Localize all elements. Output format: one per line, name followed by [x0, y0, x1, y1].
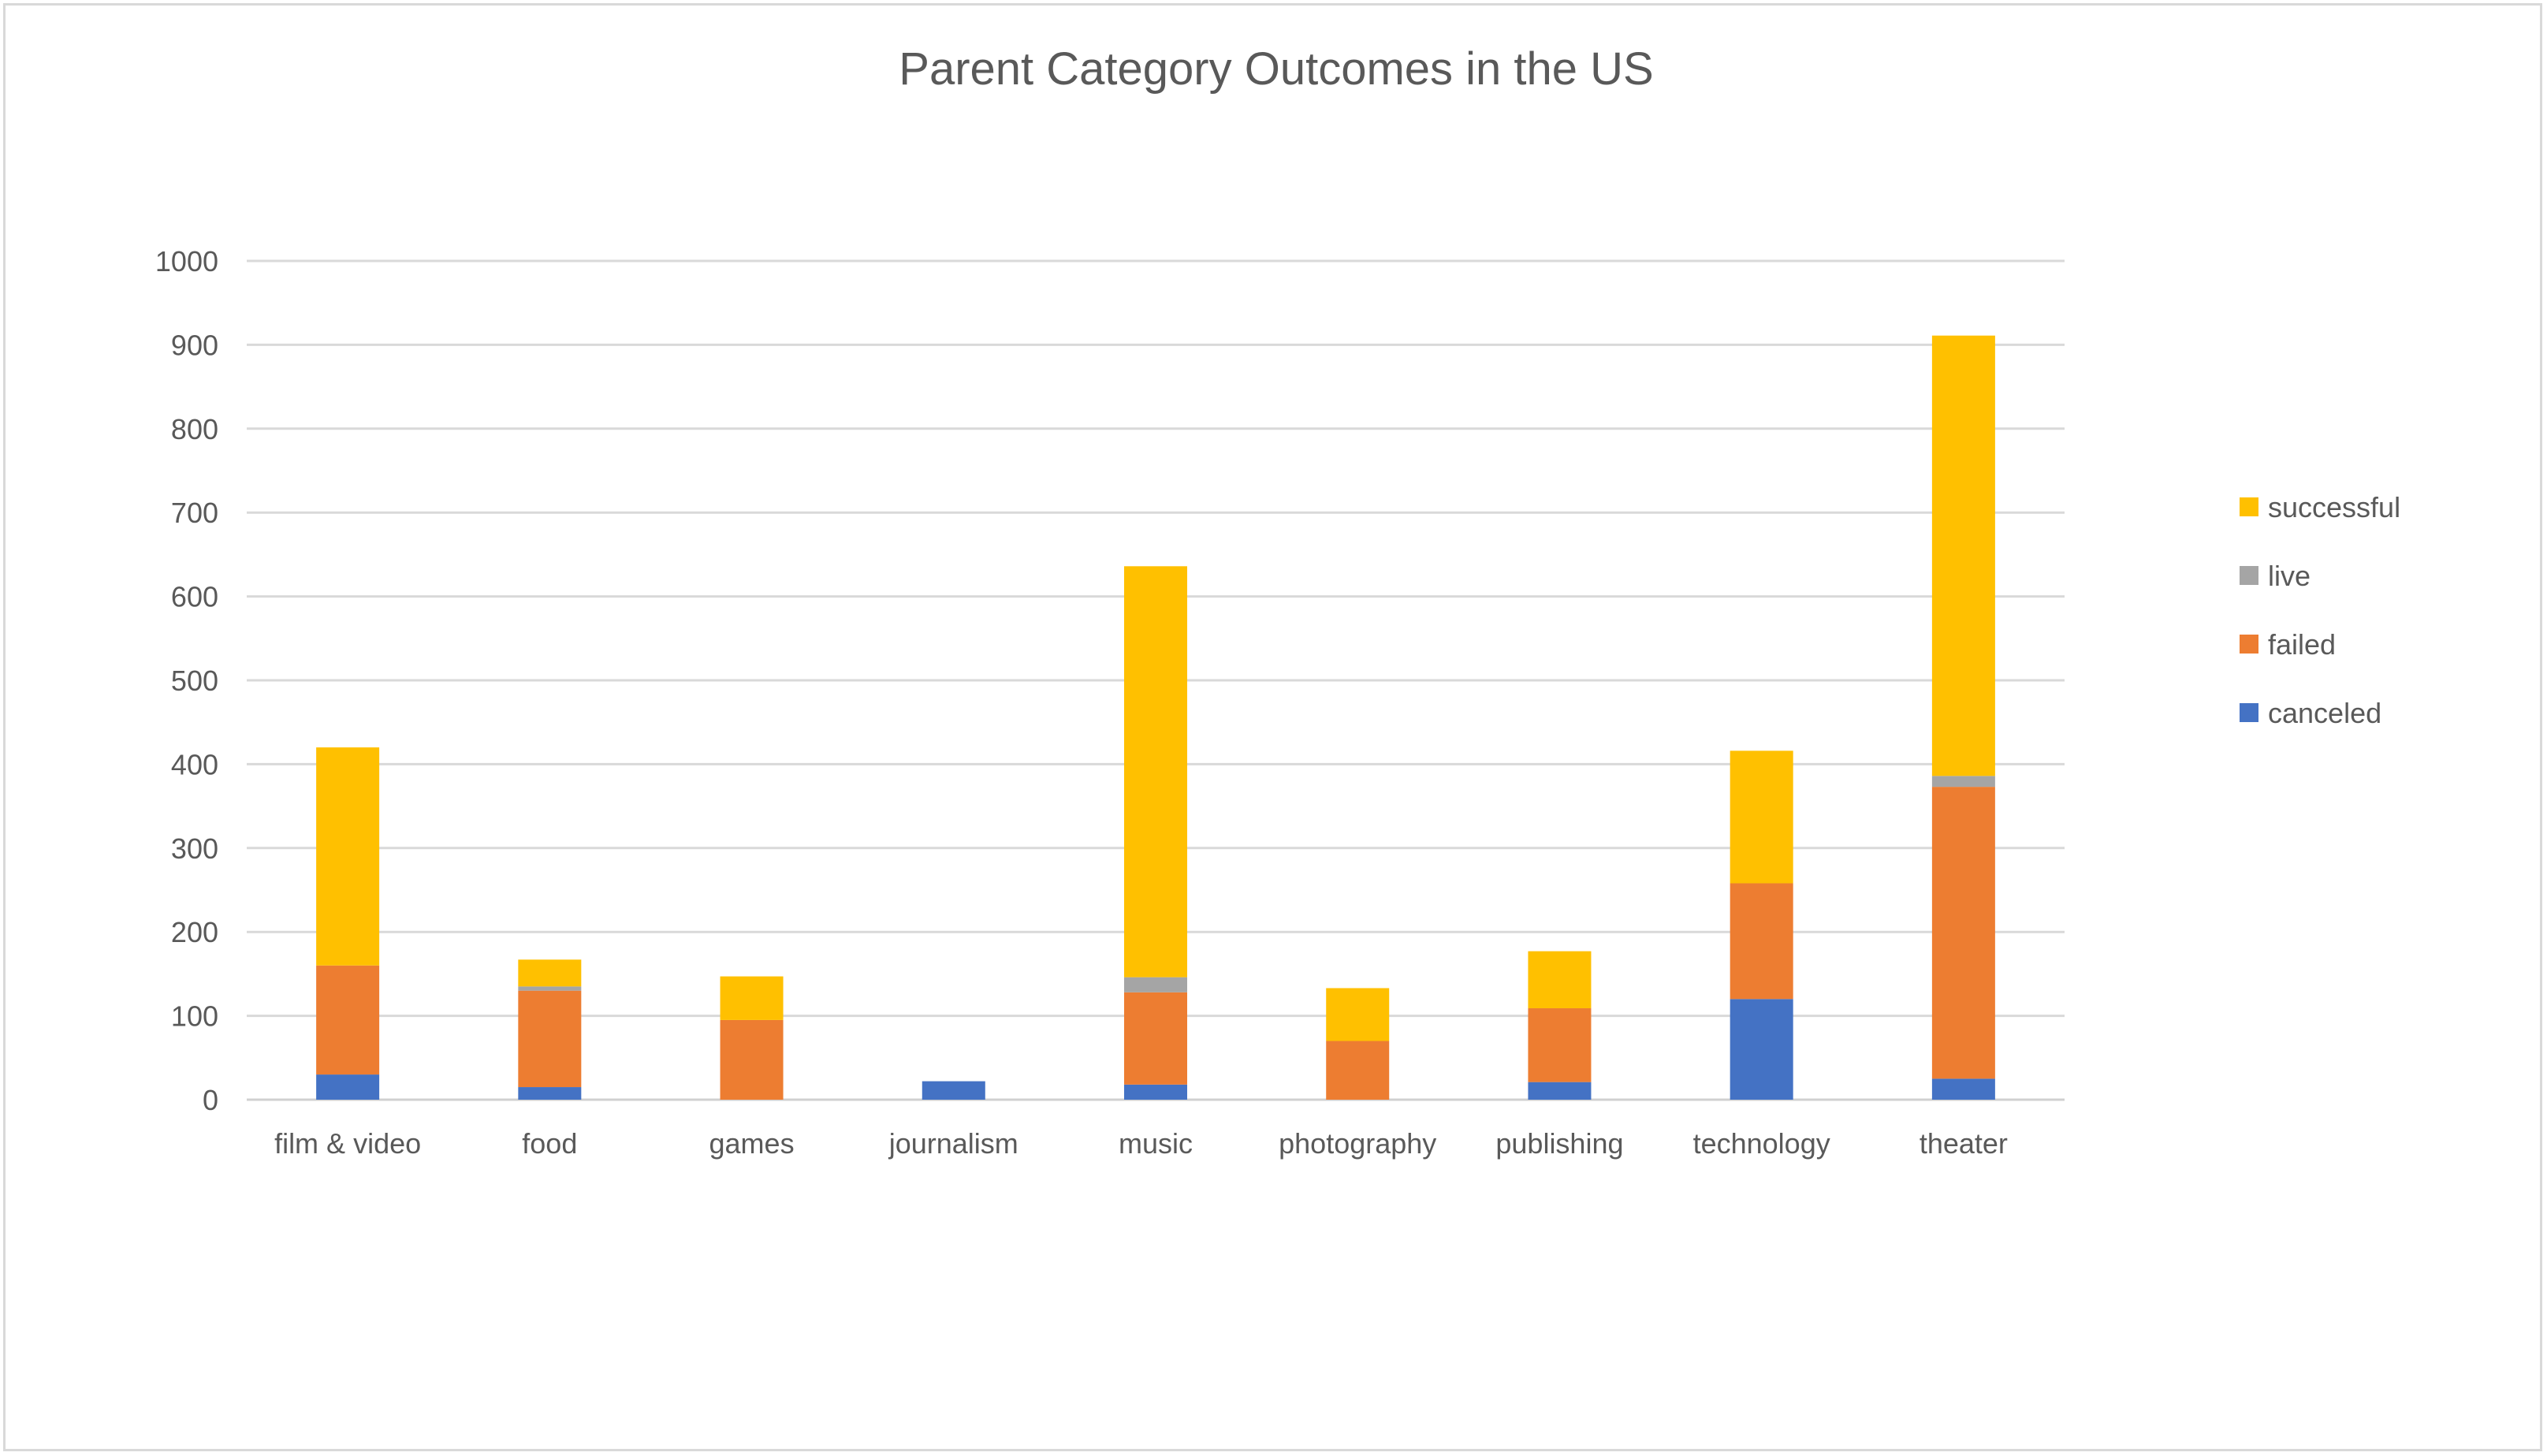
bar-film-video-failed — [316, 965, 380, 1075]
bar-food-successful — [518, 959, 582, 987]
y-tick-label: 600 — [171, 581, 218, 613]
legend-swatch-live — [2240, 566, 2258, 585]
bar-music-live — [1124, 977, 1187, 992]
legend-swatch-successful — [2240, 497, 2258, 516]
y-tick-label: 800 — [171, 413, 218, 445]
x-tick-label-games: games — [709, 1127, 795, 1160]
x-tick-label-technology: technology — [1693, 1127, 1830, 1160]
chart-title: Parent Category Outcomes in the US — [899, 43, 1653, 95]
bar-film-video-canceled — [316, 1074, 380, 1100]
x-tick-label-food: food — [522, 1127, 577, 1160]
y-tick-label: 700 — [171, 497, 218, 529]
x-tick-label-music: music — [1119, 1127, 1193, 1160]
legend-label-successful: successful — [2268, 491, 2400, 523]
legend-label-canceled: canceled — [2268, 697, 2381, 729]
y-tick-label: 0 — [203, 1084, 218, 1116]
legend-label-live: live — [2268, 560, 2311, 592]
x-tick-label-photography: photography — [1279, 1127, 1436, 1160]
bar-film-video-successful — [316, 747, 380, 966]
bar-publishing-canceled — [1528, 1082, 1592, 1100]
bar-technology-successful — [1730, 750, 1793, 884]
chart-svg: Parent Category Outcomes in the US 0 100 2… — [155, 43, 2400, 1160]
bar-food-failed — [518, 990, 582, 1088]
x-tick-label-publishing: publishing — [1495, 1127, 1623, 1160]
bar-music-canceled — [1124, 1084, 1187, 1100]
y-tick-label: 200 — [171, 916, 218, 948]
bar-technology-failed — [1730, 883, 1793, 1000]
bar-music-successful — [1124, 566, 1187, 977]
y-tick-label: 400 — [171, 748, 218, 780]
bar-journalism-canceled — [922, 1081, 985, 1100]
legend-label-failed: failed — [2268, 628, 2336, 661]
chart-frame: Parent Category Outcomes in the US 0 100 2… — [3, 3, 2542, 1451]
y-axis-ticks: 0 100 200 300 400 500 600 700 800 900 1000 — [155, 245, 218, 1116]
bar-technology-canceled — [1730, 999, 1793, 1100]
y-tick-label: 100 — [171, 1000, 218, 1033]
x-tick-label-film-video: film & video — [274, 1127, 421, 1160]
bar-food-live — [518, 986, 582, 991]
legend: successful live failed canceled — [2240, 491, 2400, 729]
bar-publishing-failed — [1528, 1008, 1592, 1082]
y-tick-label: 1000 — [155, 245, 218, 277]
y-tick-label: 900 — [171, 329, 218, 361]
bar-photography-successful — [1326, 988, 1390, 1041]
bars-layer — [316, 335, 1995, 1100]
bar-food-canceled — [518, 1087, 582, 1100]
bar-games-failed — [720, 1019, 784, 1100]
x-axis-ticks: film & video food games journalism music phot… — [274, 1127, 2008, 1160]
bar-music-failed — [1124, 992, 1187, 1085]
legend-swatch-failed — [2240, 635, 2258, 654]
y-tick-label: 300 — [171, 832, 218, 865]
legend-swatch-canceled — [2240, 703, 2258, 722]
bar-theater-live — [1931, 776, 1995, 788]
bar-publishing-successful — [1528, 951, 1592, 1009]
bar-theater-canceled — [1931, 1078, 1995, 1100]
bar-theater-failed — [1931, 787, 1995, 1079]
x-tick-label-theater: theater — [1920, 1127, 2008, 1160]
bar-photography-failed — [1326, 1041, 1390, 1100]
x-tick-label-journalism: journalism — [888, 1127, 1018, 1160]
y-tick-label: 500 — [171, 665, 218, 697]
bar-games-successful — [720, 976, 784, 1020]
bar-theater-successful — [1931, 335, 1995, 776]
